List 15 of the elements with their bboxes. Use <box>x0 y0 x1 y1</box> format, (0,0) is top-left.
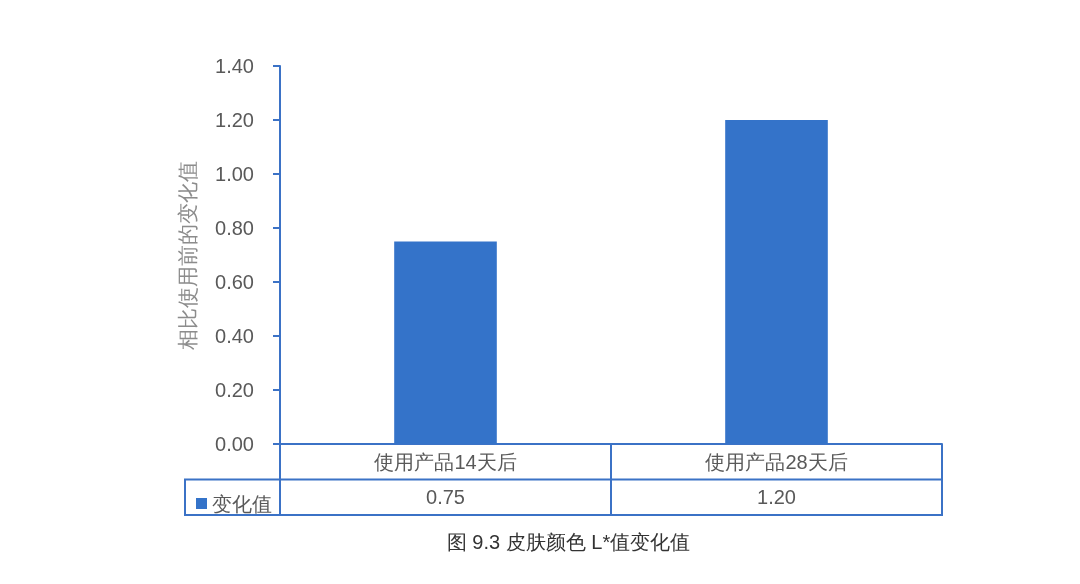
data-label: 0.75 <box>426 486 465 509</box>
data-label: 1.20 <box>757 486 796 509</box>
y-tick-label: 0.80 <box>215 217 254 239</box>
x-tick-label: 使用产品14天后 <box>374 451 517 473</box>
y-tick-label: 1.20 <box>215 109 254 131</box>
y-tick-label: 0.00 <box>215 433 254 455</box>
y-tick-label: 0.20 <box>215 379 254 401</box>
text: 图 9.3 皮肤颜色 L*值变化值 <box>446 531 691 553</box>
y-tick-label: 1.40 <box>215 55 254 77</box>
y-axis-title: 相比使用前的变化值 <box>176 160 199 350</box>
legend-label: 变化值 <box>212 492 272 515</box>
x-tick-label: 使用产品28天后 <box>705 451 848 473</box>
y-tick-label: 0.40 <box>215 325 254 347</box>
y-tick-label: 0.60 <box>215 271 254 293</box>
y-tick-label: 1.00 <box>215 163 254 185</box>
